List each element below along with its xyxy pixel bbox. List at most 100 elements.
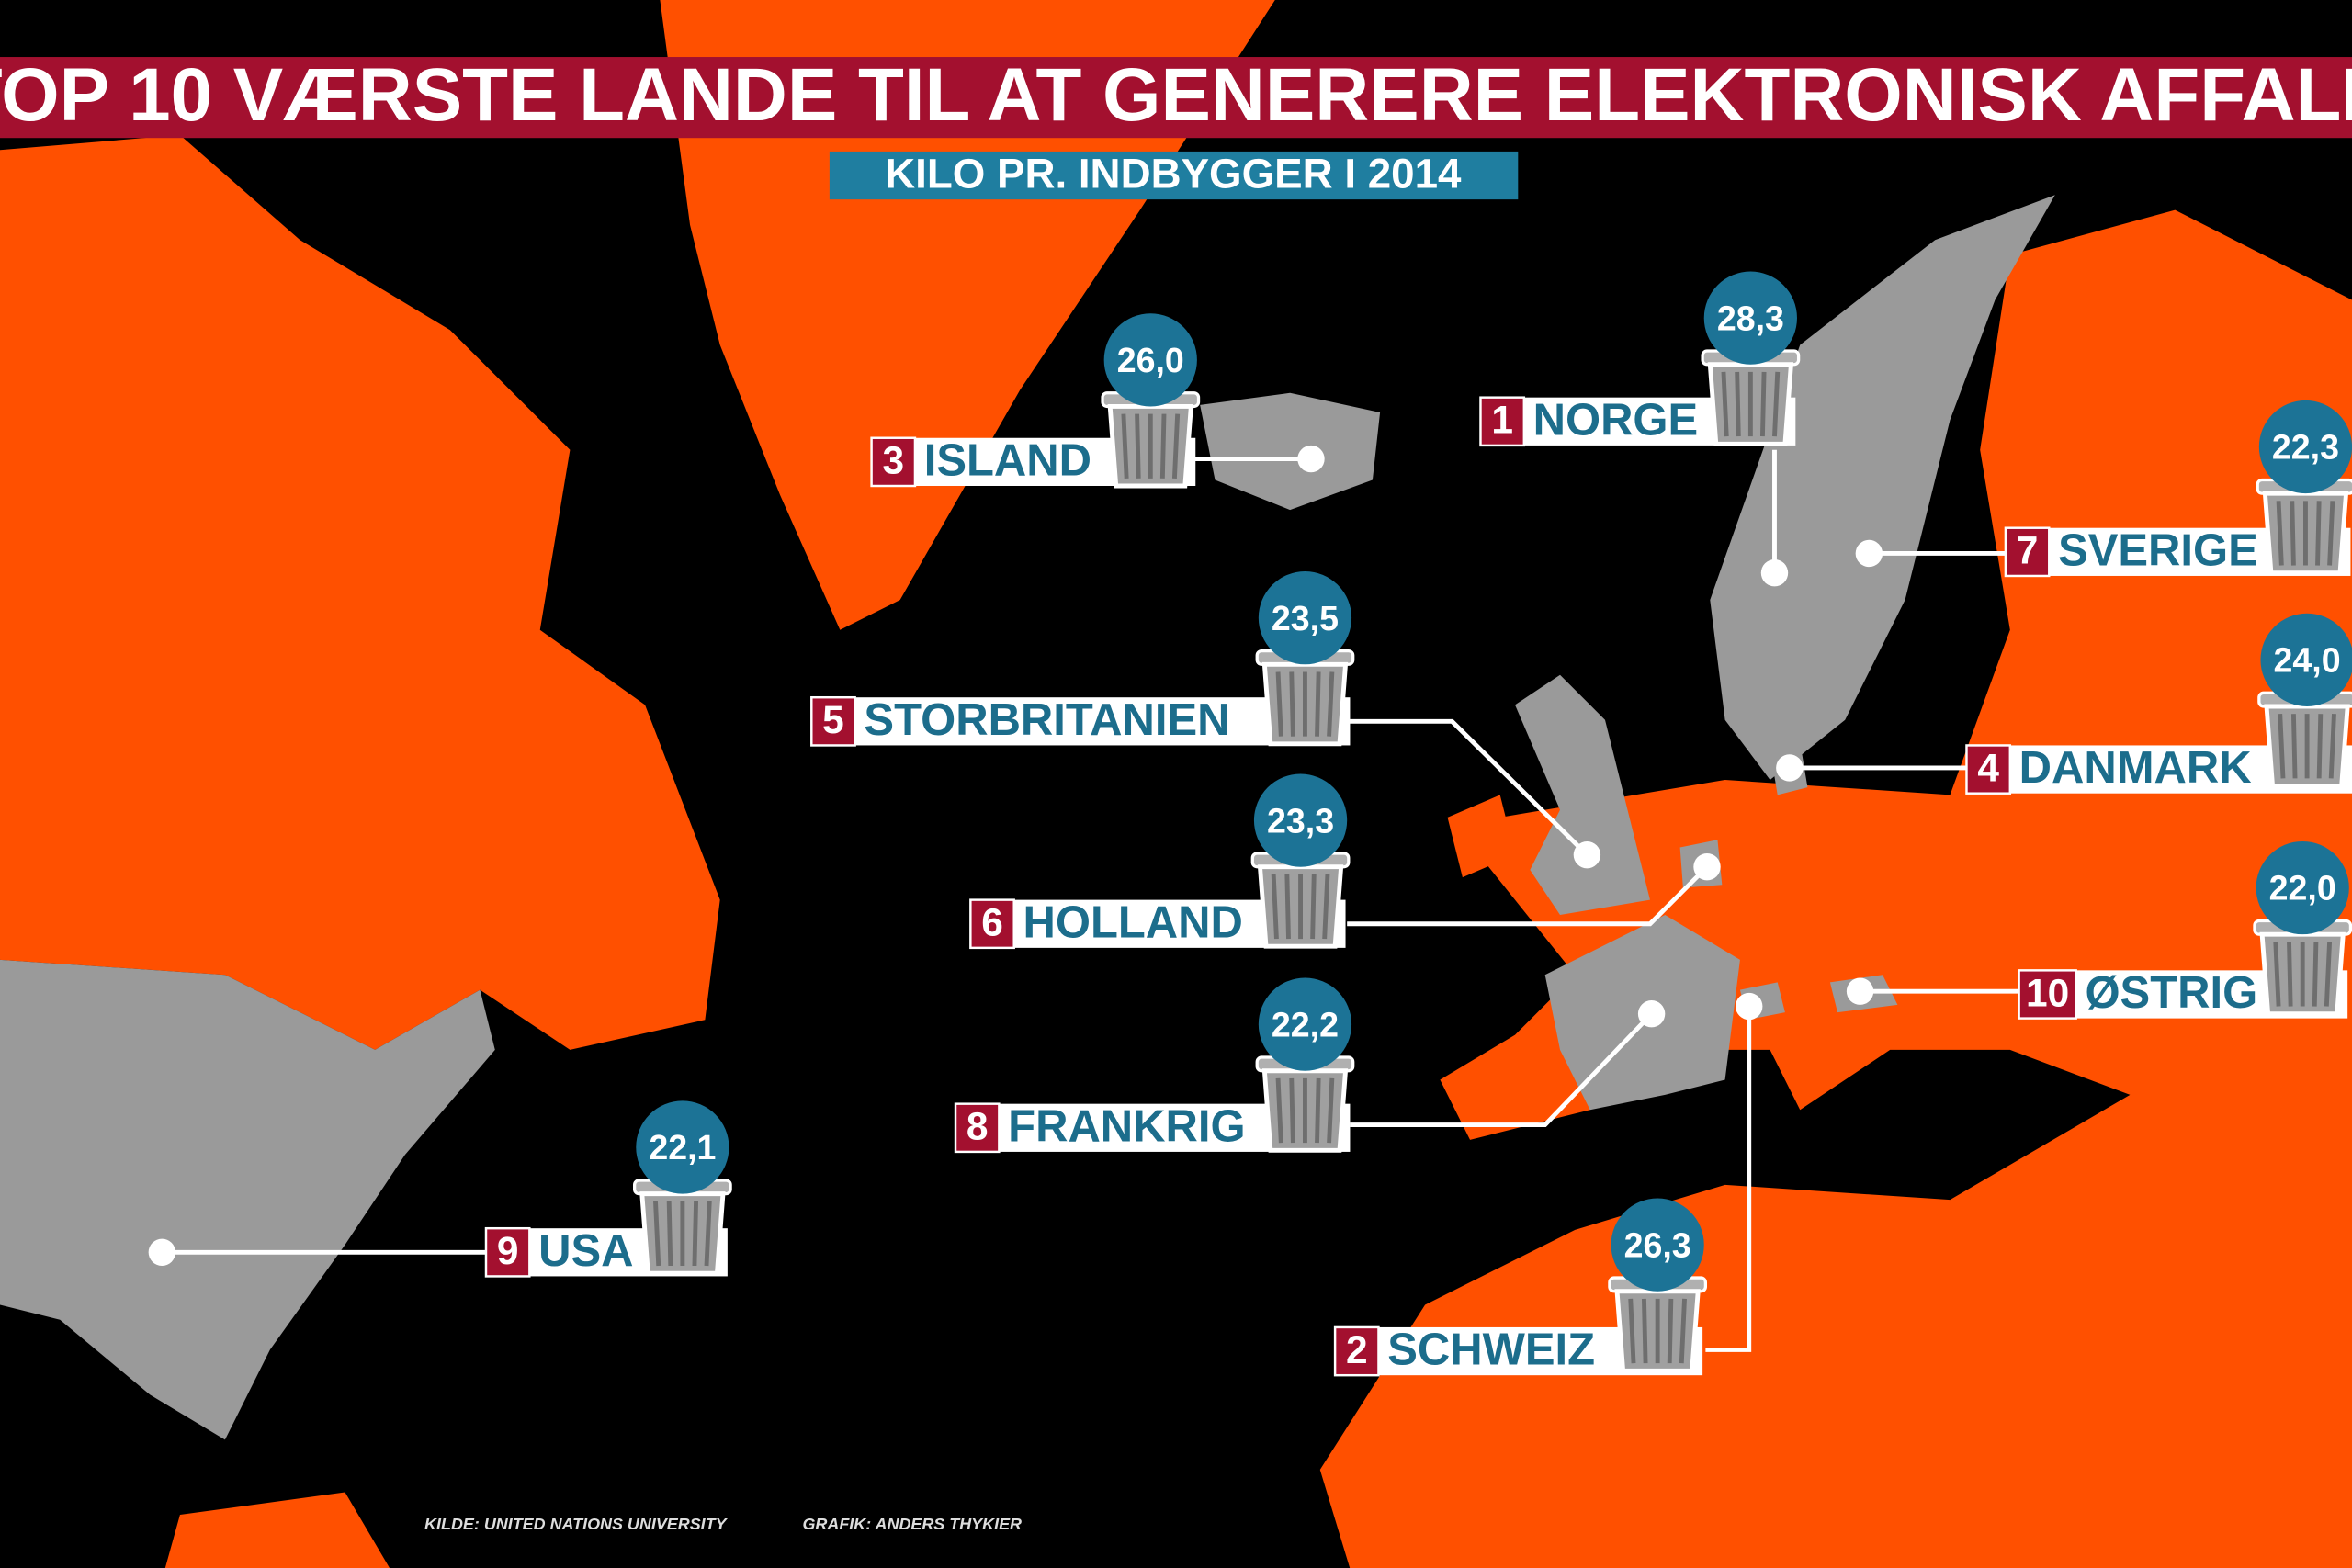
- bin-stripe: [2276, 501, 2284, 566]
- rank-box: [1333, 1325, 1380, 1377]
- title: TOP 10 VÆRSTE LANDE TIL AT GENERERE ELEK…: [0, 53, 2352, 137]
- labels: 1 NORGE 28,3 2 SCHWEIZ 26,3 3 ISLAND 26,0 4 DANMAR…: [148, 271, 2352, 1377]
- bin-stripe: [1641, 1298, 1648, 1364]
- bin-stripe: [2287, 942, 2293, 1007]
- rank: 7: [2017, 529, 2039, 572]
- bin-stripe: [1159, 413, 1167, 479]
- location-dot: [1776, 754, 1804, 782]
- bin-stripe: [1271, 874, 1279, 940]
- location-dot: [148, 1238, 176, 1266]
- country-name: ISLAND: [924, 435, 1091, 485]
- value: 22,1: [649, 1128, 716, 1167]
- value: 22,2: [1272, 1005, 1339, 1043]
- country-name: HOLLAND: [1023, 897, 1243, 947]
- rank-box: [2018, 969, 2077, 1020]
- bin-stripe: [2278, 714, 2286, 779]
- bin-stripe: [1121, 413, 1129, 479]
- location-dot: [1297, 445, 1325, 473]
- country-name: DANMARK: [2019, 743, 2252, 793]
- value: 23,5: [1272, 599, 1339, 637]
- leader-line: [1347, 718, 1589, 857]
- bin-stripe: [1327, 1077, 1335, 1144]
- rank: 5: [822, 698, 844, 741]
- bin-stripe: [704, 1201, 712, 1267]
- rank: 10: [2026, 971, 2069, 1014]
- value: 22,0: [2269, 869, 2336, 908]
- bin-stripe: [1135, 413, 1141, 479]
- value: 24,0: [2274, 641, 2341, 680]
- rank: 4: [1977, 746, 1999, 789]
- location-dot: [1573, 840, 1601, 869]
- rank-box: [2004, 526, 2051, 578]
- value-badge: [1703, 271, 1797, 365]
- subtitle-box: [829, 151, 1519, 200]
- location-dot: [1693, 853, 1721, 881]
- bin-stripe: [1315, 671, 1321, 737]
- bin-stripe: [1667, 1298, 1674, 1364]
- value-badge: [1611, 1198, 1704, 1292]
- location-dot: [1637, 1000, 1666, 1028]
- value-badge: [636, 1100, 729, 1194]
- value-badge: [1258, 977, 1352, 1071]
- bin-stripe: [1275, 671, 1283, 737]
- value: 22,3: [2272, 428, 2339, 467]
- rank-box: [969, 898, 1015, 950]
- bin-stripe: [2316, 714, 2324, 779]
- bin-stripe: [2273, 942, 2281, 1007]
- bin-stripe: [653, 1201, 662, 1267]
- bin-stripe: [1721, 371, 1729, 437]
- bin-stripe: [2315, 501, 2322, 566]
- country-name: SVERIGE: [2058, 525, 2258, 575]
- rank-box: [484, 1226, 531, 1278]
- country-name: STORBRITANIEN: [864, 695, 1229, 745]
- location-dot: [1855, 539, 1883, 568]
- value-badge: [1258, 571, 1352, 665]
- rank: 8: [967, 1105, 989, 1148]
- rank: 1: [1491, 399, 1513, 442]
- bin-stripe: [1171, 413, 1181, 479]
- country-name: NORGE: [1533, 395, 1699, 445]
- bin-stripe: [2328, 714, 2336, 779]
- location-dot: [1760, 558, 1789, 587]
- value-badge: [2260, 613, 2352, 706]
- credit: GRAFIK: ANDERS THYKIER: [802, 1515, 1022, 1533]
- rank: 2: [1346, 1328, 1368, 1371]
- bin-stripe: [2312, 942, 2319, 1007]
- bin-stripe: [1315, 1077, 1321, 1144]
- rank-box: [810, 695, 856, 747]
- leader-line: [1347, 864, 1709, 927]
- bin-stripe: [2324, 942, 2333, 1007]
- rank: 6: [981, 901, 1003, 944]
- bin-stripe: [1289, 671, 1295, 737]
- bin-stripe: [2290, 501, 2296, 566]
- bin-stripe: [1322, 874, 1330, 940]
- bin-stripe: [1284, 874, 1291, 940]
- bin-stripe: [1735, 371, 1741, 437]
- bin-stripe: [2327, 501, 2335, 566]
- bin-stripe: [1679, 1298, 1687, 1364]
- source: KILDE: UNITED NATIONS UNIVERSITY: [424, 1515, 729, 1533]
- rank-box: [954, 1102, 1001, 1154]
- rank: 9: [497, 1229, 519, 1272]
- value: 26,3: [1624, 1225, 1691, 1264]
- bin-stripe: [1289, 1077, 1295, 1144]
- value-badge: [1253, 773, 1348, 867]
- bin-stripe: [692, 1201, 699, 1267]
- value-badge: [2258, 400, 2352, 494]
- value-badge: [1103, 313, 1197, 407]
- bin-stripe: [1310, 874, 1317, 940]
- country-name: ØSTRIG: [2085, 968, 2257, 1018]
- rank-box: [1965, 744, 2012, 795]
- leader-line: [1350, 1012, 1654, 1127]
- country-name: FRANKRIG: [1008, 1101, 1245, 1151]
- value: 23,3: [1267, 801, 1334, 840]
- country-name: USA: [538, 1226, 633, 1276]
- bin-stripe: [1628, 1298, 1636, 1364]
- rank-box: [1479, 396, 1526, 447]
- rank: 3: [882, 439, 904, 482]
- value-badge: [2256, 840, 2349, 935]
- highlighted-countries: [0, 195, 2055, 1440]
